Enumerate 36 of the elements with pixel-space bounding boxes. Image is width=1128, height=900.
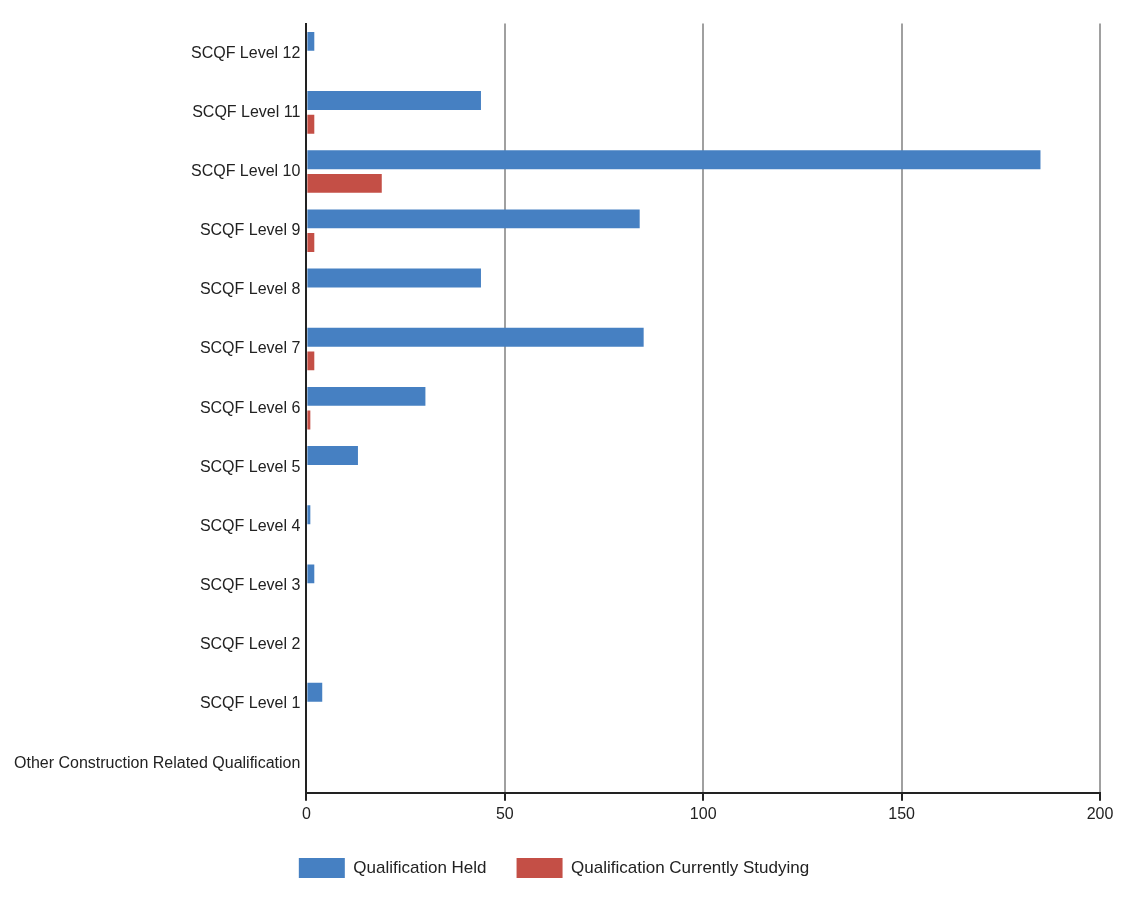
bar bbox=[307, 505, 311, 525]
x-tick-label: 150 bbox=[888, 804, 916, 822]
bar bbox=[307, 410, 311, 430]
y-tick-label: SCQF Level 4 bbox=[199, 516, 301, 534]
x-tick-label: 0 bbox=[301, 804, 311, 822]
bar bbox=[307, 351, 315, 371]
y-tick-label: SCQF Level 5 bbox=[199, 457, 301, 475]
x-tick-label: 200 bbox=[1086, 804, 1114, 822]
y-tick-label: SCQF Level 10 bbox=[190, 161, 301, 179]
x-tick-label: 100 bbox=[689, 804, 717, 822]
bar bbox=[307, 682, 323, 702]
bar bbox=[307, 209, 640, 229]
bar bbox=[307, 327, 644, 347]
legend-label: Qualification Currently Studying bbox=[571, 857, 810, 877]
y-tick-label: SCQF Level 6 bbox=[199, 398, 301, 416]
bar bbox=[307, 564, 315, 584]
y-tick-label: SCQF Level 3 bbox=[199, 576, 301, 594]
bar bbox=[307, 91, 481, 110]
bar bbox=[307, 233, 315, 252]
x-tick-label: 50 bbox=[495, 804, 514, 822]
legend-label: Qualification Held bbox=[353, 857, 487, 877]
y-tick-label: SCQF Level 7 bbox=[199, 339, 301, 357]
bar bbox=[307, 173, 382, 193]
y-tick-label: SCQF Level 12 bbox=[190, 43, 301, 61]
bar bbox=[307, 386, 426, 406]
y-tick-label: SCQF Level 8 bbox=[199, 280, 301, 298]
y-tick-label: SCQF Level 11 bbox=[192, 102, 301, 120]
bar bbox=[307, 31, 315, 51]
bar bbox=[307, 268, 481, 288]
y-tick-label: Other Construction Related Qualification bbox=[13, 753, 301, 771]
bar bbox=[307, 114, 315, 134]
y-tick-label: SCQF Level 1 bbox=[199, 694, 301, 712]
bar bbox=[307, 150, 1041, 170]
bar bbox=[307, 446, 358, 465]
y-tick-label: SCQF Level 2 bbox=[199, 635, 301, 653]
y-tick-label: SCQF Level 9 bbox=[199, 221, 301, 239]
